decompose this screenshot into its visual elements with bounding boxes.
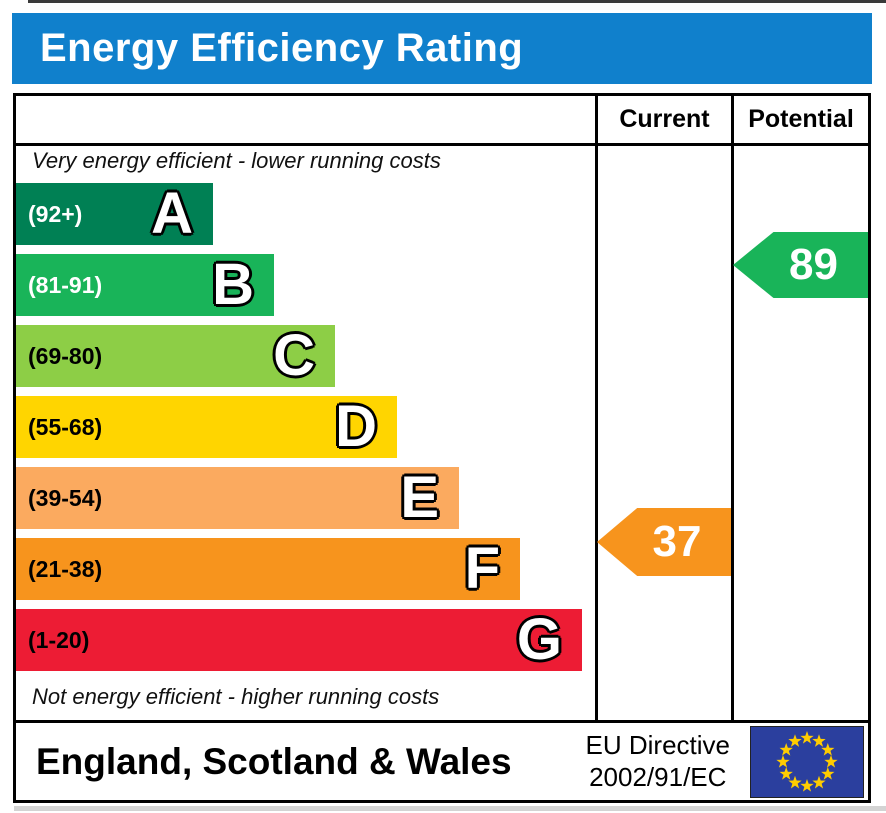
band-row-a: (92+) A bbox=[16, 183, 213, 245]
rating-table: Current Potential Very energy efficient … bbox=[13, 93, 871, 723]
footer-bar: England, Scotland & Wales EU Directive 2… bbox=[13, 723, 871, 803]
column-header-current: Current bbox=[619, 105, 710, 133]
column-header-potential: Potential bbox=[748, 105, 854, 133]
band-range-label: (1-20) bbox=[28, 626, 90, 653]
potential-rating-value: 89 bbox=[789, 240, 838, 289]
band-letter: F bbox=[464, 536, 500, 601]
band-row-f: (21-38) F bbox=[16, 538, 520, 600]
eu-directive-label: EU Directive 2002/91/EC bbox=[586, 730, 730, 793]
scan-edge-artifact-bottom bbox=[14, 806, 886, 811]
current-rating-arrow: 37 bbox=[597, 508, 731, 576]
top-note: Very energy efficient - lower running co… bbox=[32, 148, 441, 173]
bottom-note: Not energy efficient - higher running co… bbox=[32, 684, 440, 709]
band-letter: A bbox=[151, 181, 193, 246]
band-range-label: (69-80) bbox=[28, 342, 103, 369]
header-separator bbox=[16, 143, 868, 146]
eu-directive-line2: 2002/91/EC bbox=[589, 761, 727, 792]
band-row-c: (69-80) C bbox=[16, 325, 335, 387]
band-letter: G bbox=[516, 607, 562, 672]
band-letter: B bbox=[212, 252, 254, 317]
eu-flag-icon bbox=[750, 725, 864, 798]
band-row-e: (39-54) E bbox=[16, 467, 459, 529]
eu-directive-line1: EU Directive bbox=[585, 729, 730, 760]
band-letter: D bbox=[335, 394, 377, 459]
band-letter: C bbox=[273, 323, 315, 388]
current-rating-value: 37 bbox=[652, 517, 702, 566]
band-range-label: (81-91) bbox=[28, 271, 103, 298]
band-row-b: (81-91) B bbox=[16, 254, 274, 316]
column-divider-current bbox=[595, 96, 598, 720]
potential-rating-arrow: 89 bbox=[733, 232, 868, 298]
band-letter: E bbox=[400, 465, 439, 530]
band-range-label: (39-54) bbox=[28, 484, 103, 511]
region-label: England, Scotland & Wales bbox=[36, 740, 512, 782]
band-row-d: (55-68) D bbox=[16, 396, 397, 458]
chart-title-bar: Energy Efficiency Rating bbox=[12, 13, 872, 84]
band-range-label: (21-38) bbox=[28, 555, 103, 582]
eu-flag-stars bbox=[776, 730, 838, 792]
scan-edge-artifact-top bbox=[28, 0, 886, 3]
column-divider-potential bbox=[731, 96, 734, 720]
band-range-label: (55-68) bbox=[28, 413, 103, 440]
band-row-g: (1-20) G bbox=[16, 609, 582, 671]
band-range-label: (92+) bbox=[28, 200, 83, 227]
page-title: Energy Efficiency Rating bbox=[40, 26, 524, 70]
